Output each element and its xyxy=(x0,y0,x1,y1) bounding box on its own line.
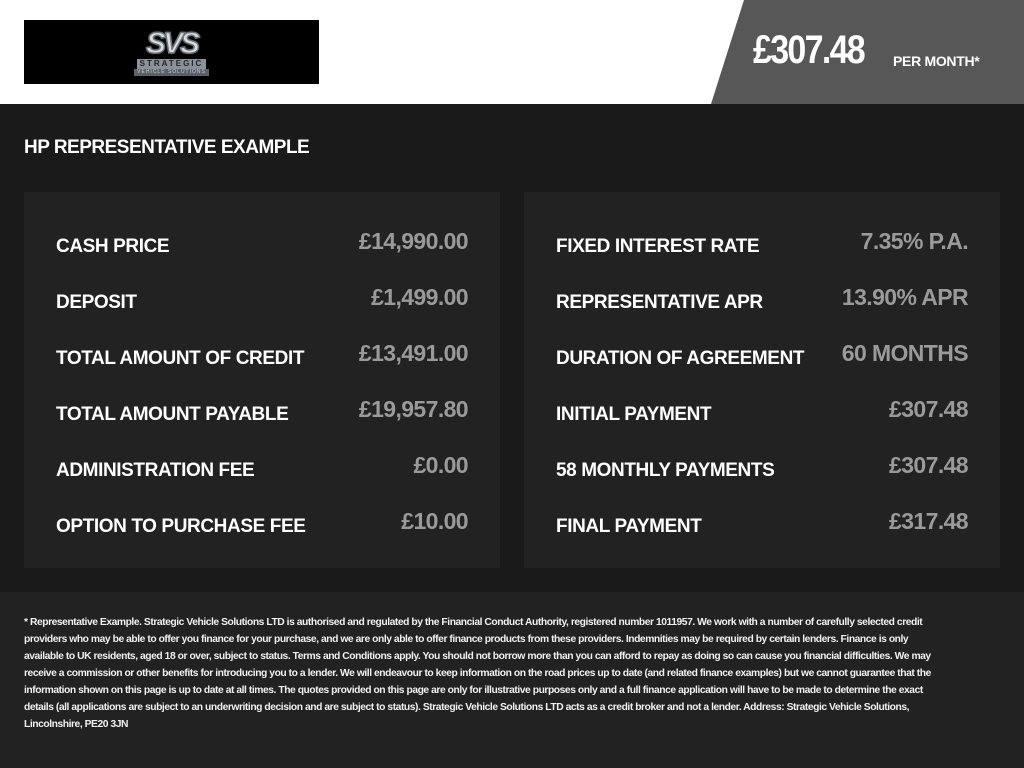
finance-label: INITIAL PAYMENT xyxy=(556,404,712,425)
logo-mark: SVS xyxy=(145,26,201,60)
finance-label: REPRESENTATIVE APR xyxy=(556,292,763,313)
finance-label: TOTAL AMOUNT OF CREDIT xyxy=(56,348,305,369)
finance-value: £13,491.00 xyxy=(358,340,469,366)
monthly-price: £307.48 xyxy=(753,28,866,72)
finance-row: REPRESENTATIVE APR 13.90% APR xyxy=(556,284,969,314)
finance-value: £14,990.00 xyxy=(358,228,469,254)
finance-label: CASH PRICE xyxy=(56,236,170,257)
finance-value: £19,957.80 xyxy=(358,396,469,422)
logo-text: STRATEGIC xyxy=(136,58,207,69)
finance-label: 58 MONTHLY PAYMENTS xyxy=(556,460,775,481)
logo-sub: VEHICLE SOLUTIONS xyxy=(134,68,209,76)
header: SVS STRATEGIC VEHICLE SOLUTIONS £307.48 … xyxy=(0,0,1024,104)
finance-label: DURATION OF AGREEMENT xyxy=(556,348,805,369)
disclaimer-text: * Representative Example. Strategic Vehi… xyxy=(24,617,931,730)
per-month-label: PER MONTH* xyxy=(893,53,980,69)
finance-row: DEPOSIT £1,499.00 xyxy=(56,284,469,314)
finance-value: £307.48 xyxy=(889,452,969,478)
finance-row: 58 MONTHLY PAYMENTS £307.48 xyxy=(556,452,969,482)
finance-row: ADMINISTRATION FEE £0.00 xyxy=(56,452,469,482)
finance-row: TOTAL AMOUNT OF CREDIT £13,491.00 xyxy=(56,340,469,370)
section-title: HP REPRESENTATIVE EXAMPLE xyxy=(24,137,310,158)
monthly-price-box: £307.48 PER MONTH* xyxy=(711,0,1024,104)
finance-row: DURATION OF AGREEMENT 60 MONTHS xyxy=(556,340,969,370)
finance-value: £0.00 xyxy=(413,452,468,478)
finance-row: INITIAL PAYMENT £307.48 xyxy=(556,396,969,426)
finance-row: CASH PRICE £14,990.00 xyxy=(56,228,469,258)
finance-panel-right: FIXED INTEREST RATE 7.35% P.A. REPRESENTAT… xyxy=(524,192,1000,568)
finance-label: FINAL PAYMENT xyxy=(556,516,702,537)
footer: * Representative Example. Strategic Vehi… xyxy=(0,592,1024,768)
finance-value: £317.48 xyxy=(889,508,969,534)
finance-value: 13.90% APR xyxy=(841,284,969,310)
logo[interactable]: SVS STRATEGIC VEHICLE SOLUTIONS xyxy=(24,20,319,84)
finance-label: TOTAL AMOUNT PAYABLE xyxy=(56,404,289,425)
finance-row: FIXED INTEREST RATE 7.35% P.A. xyxy=(556,228,969,258)
finance-row: TOTAL AMOUNT PAYABLE £19,957.80 xyxy=(56,396,469,426)
finance-label: OPTION TO PURCHASE FEE xyxy=(56,516,306,537)
finance-row: FINAL PAYMENT £317.48 xyxy=(556,508,969,538)
finance-row: OPTION TO PURCHASE FEE £10.00 xyxy=(56,508,469,538)
finance-value: 60 MONTHS xyxy=(841,340,969,366)
finance-value: £1,499.00 xyxy=(371,284,469,310)
finance-label: FIXED INTEREST RATE xyxy=(556,236,760,257)
finance-value: 7.35% P.A. xyxy=(860,228,969,254)
finance-panel-left: CASH PRICE £14,990.00 DEPOSIT £1,499.00 TOTA… xyxy=(24,192,500,568)
finance-value: £307.48 xyxy=(889,396,969,422)
finance-label: DEPOSIT xyxy=(56,292,137,313)
finance-label: ADMINISTRATION FEE xyxy=(56,460,255,481)
finance-value: £10.00 xyxy=(401,508,468,534)
